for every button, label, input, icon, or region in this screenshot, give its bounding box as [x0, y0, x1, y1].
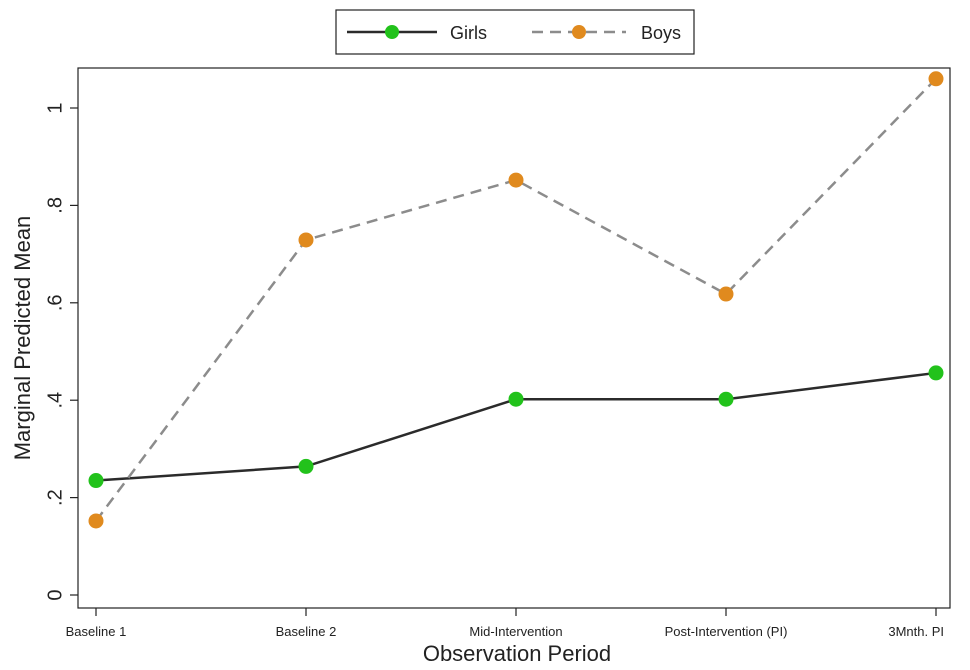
point-girls-4: [928, 365, 944, 381]
x-tick-label-3: Post-Intervention (PI): [665, 624, 788, 639]
y-axis-title: Marginal Predicted Mean: [10, 216, 35, 461]
y-axis: 0 .2 .4 .6 .8 1: [44, 102, 78, 601]
series-line-boys: [94, 77, 937, 522]
point-girls-1: [298, 458, 314, 474]
point-girls-0: [88, 473, 104, 489]
point-boys-0: [88, 513, 104, 529]
x-tick-label-2: Mid-Intervention: [469, 624, 562, 639]
point-boys-4: [928, 71, 944, 87]
point-boys-2: [508, 172, 524, 188]
y-tick-label-0: 0: [44, 589, 66, 600]
x-axis: Baseline 1 Baseline 2 Mid-Intervention Post…: [66, 608, 944, 639]
point-girls-3: [718, 391, 734, 407]
y-tick-label-3: .6: [44, 294, 66, 311]
y-tick-label-5: 1: [44, 102, 66, 113]
legend-marker-boys: [572, 25, 586, 39]
series-layer: [88, 71, 944, 529]
y-tick-label-2: .4: [44, 392, 66, 409]
legend: Girls Boys: [335, 9, 695, 55]
legend-label-girls: Girls: [450, 23, 487, 43]
x-axis-title: Observation Period: [423, 641, 611, 665]
legend-label-boys: Boys: [641, 23, 681, 43]
legend-marker-girls: [385, 25, 399, 39]
point-girls-2: [508, 391, 524, 407]
point-boys-1: [298, 232, 314, 248]
point-boys-3: [718, 286, 734, 302]
series-line-girls: [95, 371, 937, 482]
x-tick-label-1: Baseline 2: [276, 624, 337, 639]
x-tick-label-4: 3Mnth. PI: [888, 624, 944, 639]
plot-area: [77, 67, 951, 609]
y-tick-label-4: .8: [44, 197, 66, 214]
x-tick-label-0: Baseline 1: [66, 624, 127, 639]
y-tick-label-1: .2: [44, 489, 66, 506]
